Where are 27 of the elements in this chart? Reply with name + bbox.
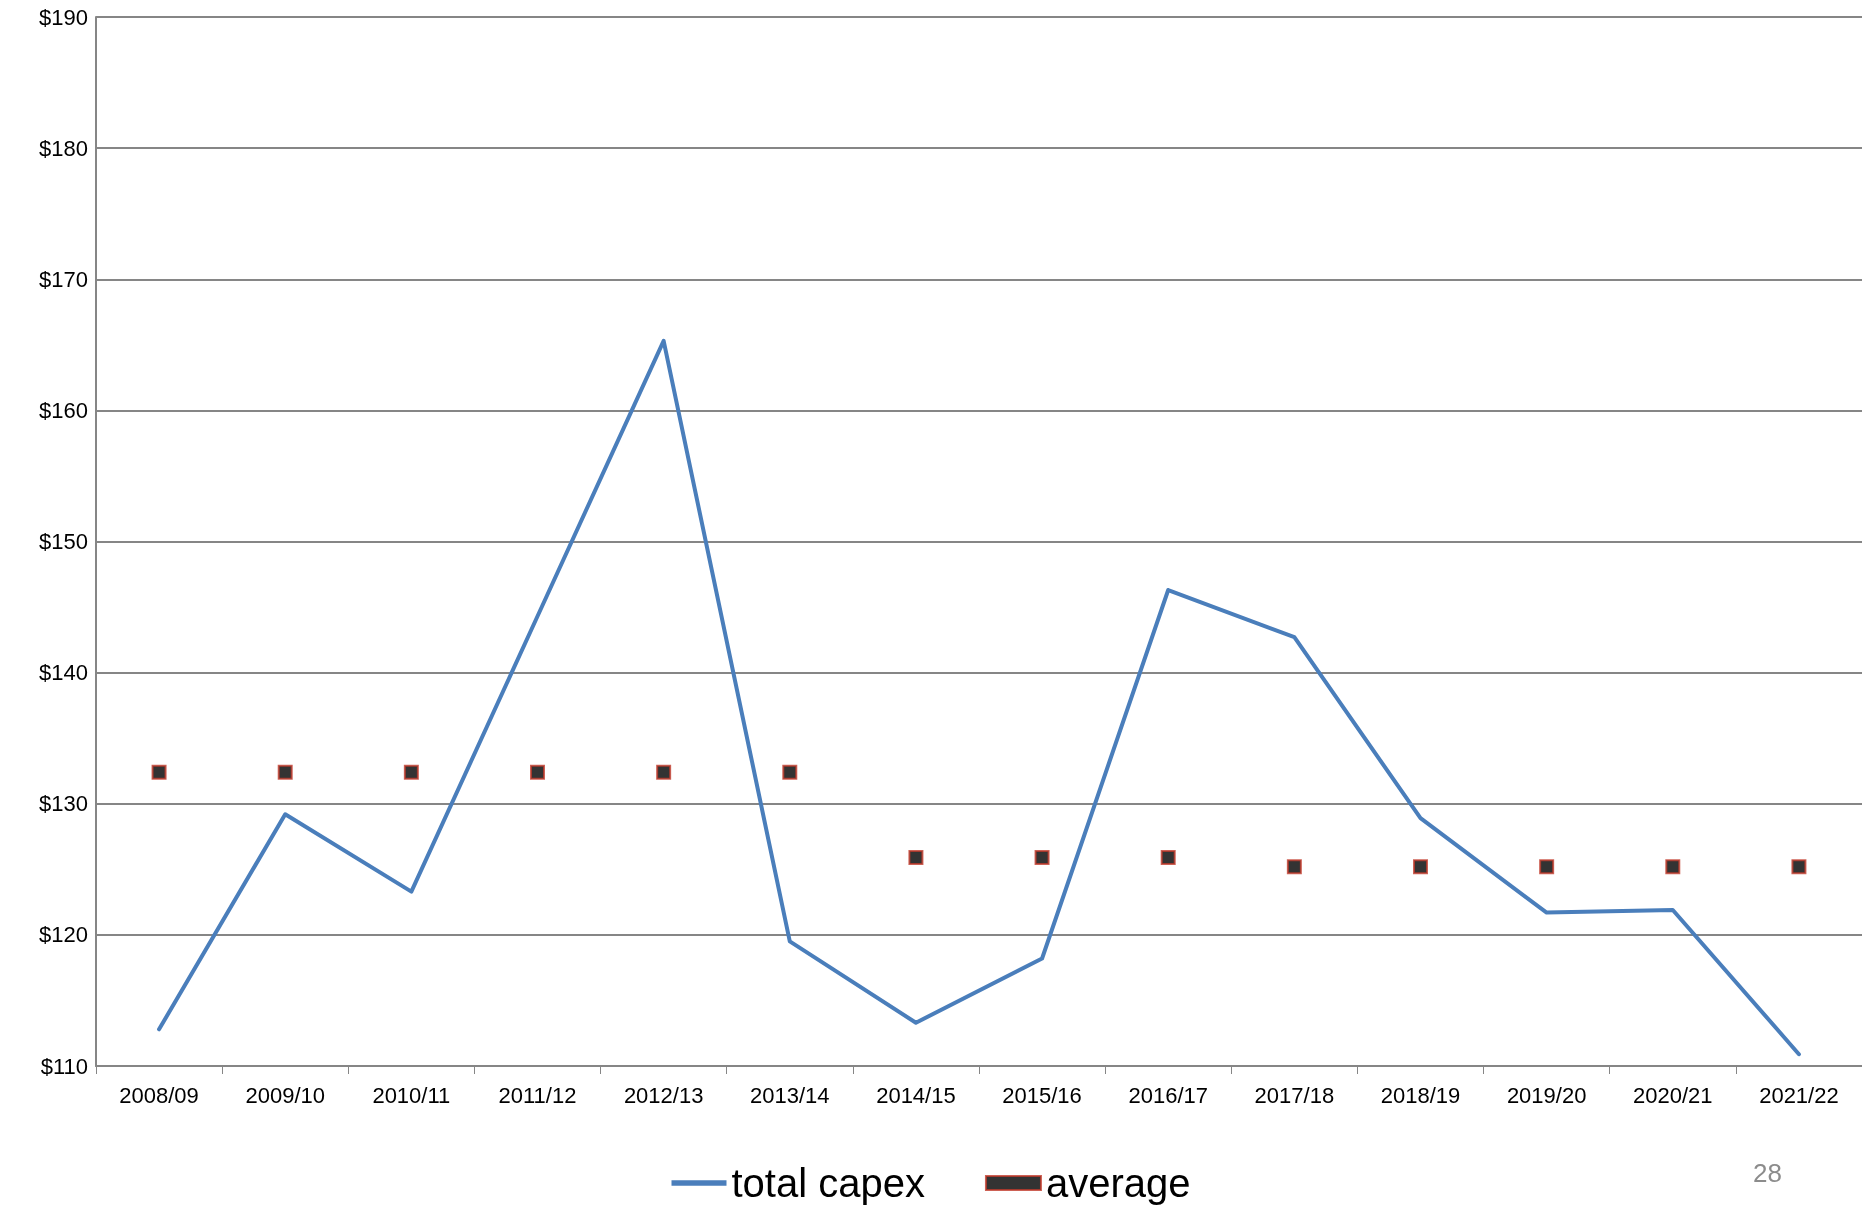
text: 28: [1753, 1158, 1782, 1188]
x-tick-label: 2019/20: [1506, 1082, 1587, 1108]
x-tick-label: 2016/17: [1128, 1082, 1208, 1108]
y-tick-label: $180: [39, 135, 88, 161]
y-tick-label: $190: [39, 4, 88, 30]
y-tick-label: $130: [39, 791, 88, 817]
x-tick-label: 2021/22: [1759, 1082, 1839, 1108]
x-tick-label: 2008/09: [119, 1082, 199, 1108]
y-tick-label: $150: [39, 529, 88, 554]
x-tick-label: 2018/19: [1380, 1082, 1461, 1108]
x-tick-label: 2011/12: [498, 1082, 577, 1108]
line-series: [157, 338, 1801, 1057]
y-tick-label: $110: [40, 1053, 88, 1079]
x-tick-label: 2017/18: [1254, 1082, 1335, 1108]
legend-label: average: [1045, 1161, 1191, 1205]
legend-label: total capex: [731, 1161, 925, 1205]
x-tick-label: 2020/21: [1633, 1082, 1713, 1108]
x-tick-label: 2014/15: [876, 1082, 956, 1108]
x-tick-label: 2010/11: [372, 1082, 451, 1108]
x-tick-label: 2009/10: [245, 1082, 325, 1108]
y-tick-label: $170: [39, 266, 88, 292]
x-tick-label: 2015/16: [1002, 1082, 1082, 1108]
y-tick-label: $160: [39, 397, 88, 423]
y-tick-label: $140: [39, 660, 88, 686]
x-tick-label: 2013/14: [750, 1082, 830, 1108]
x-tick-label: 2012/13: [623, 1082, 704, 1108]
y-tick-label: $120: [39, 922, 88, 948]
